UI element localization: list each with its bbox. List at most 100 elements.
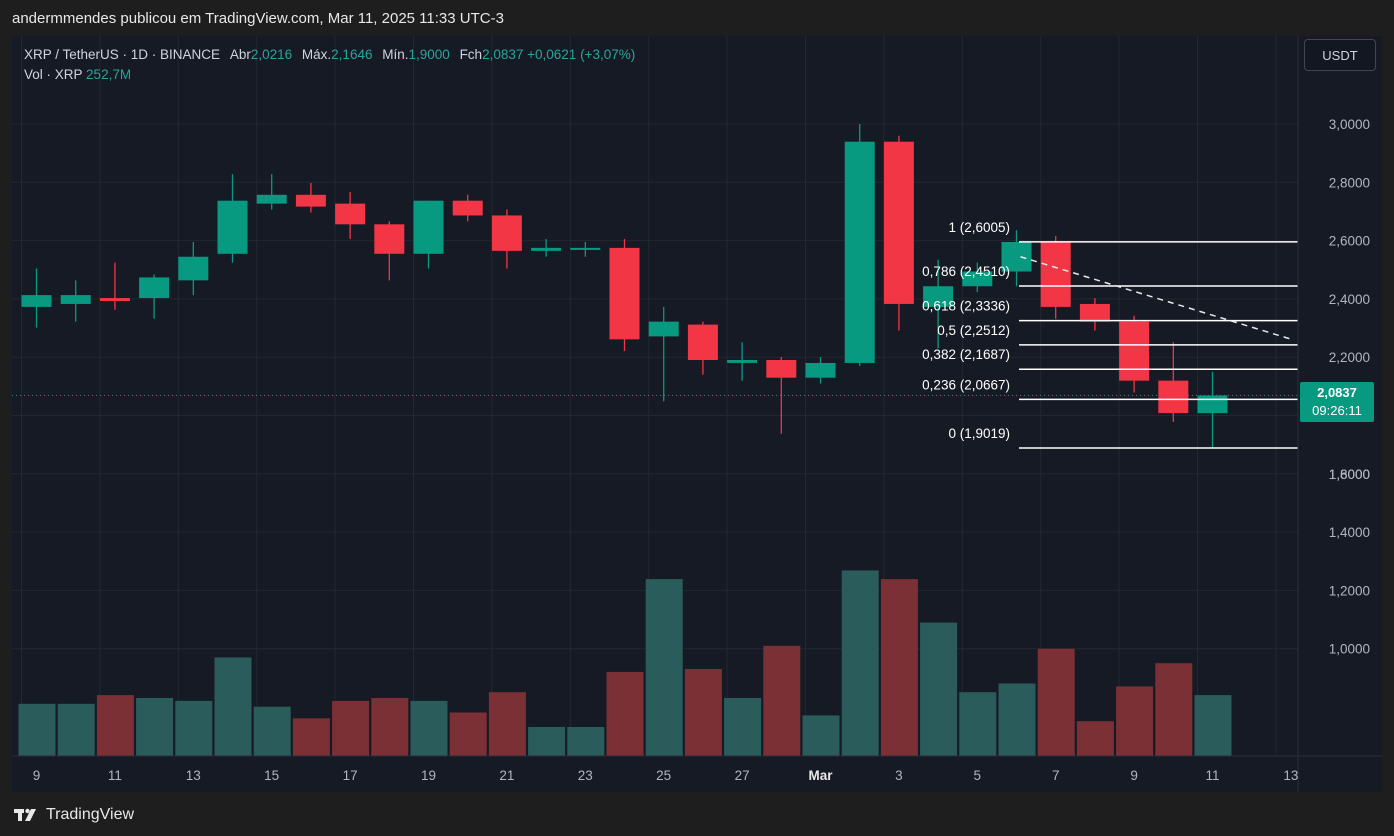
fib-level-label: 1 (2,6005) [948,220,1010,235]
price-axis-tick: 1,6000 [1329,467,1370,482]
fib-level-label: 0,786 (2,4510) [922,264,1010,279]
candle-body [491,215,522,251]
volume-bar [175,700,213,756]
volume-bar [1037,648,1075,756]
volume-bar [802,715,840,756]
volume-bar [920,622,958,756]
volume-bar [1116,686,1154,756]
candle-body [883,141,914,304]
volume-bar [253,706,291,756]
time-axis-tick: 27 [735,768,750,783]
candle-body [844,141,875,363]
volume-bar [763,645,801,756]
symbol-title[interactable]: XRP / TetherUS · 1D · BINANCE [24,47,221,62]
volume-bar [96,695,134,756]
time-axis-tick: 15 [264,768,279,783]
fib-level-label: 0 (1,9019) [948,426,1010,441]
volume-bar [332,700,370,756]
brand-name: TradingView [46,806,135,823]
volume-bar [959,692,997,756]
high-value: 2,1646 [331,47,373,62]
candle-body [178,256,209,281]
time-axis-tick: 11 [1205,768,1219,783]
candle-body [1119,321,1150,381]
volume-bar [606,671,644,756]
price-axis-tick: 3,0000 [1329,117,1370,132]
time-axis-tick: 7 [1052,768,1060,783]
volume-bar [1155,663,1193,756]
low-label: Mín. [382,47,409,62]
chart-panel[interactable]: 1 (2,6005) 0,786 (2,4510) 0,618 (2,3336) 0,… [12,36,1382,792]
candle-body [609,247,640,340]
candle-body [923,286,954,307]
last-price-label: 2,0837 09:26:11 [1300,382,1374,422]
time-axis-tick: 9 [33,768,41,783]
price-axis-tick: 2,6000 [1329,234,1370,249]
chart-legend: XRP / TetherUS · 1D · BINANCE Abr2,0216 … [24,45,635,85]
volume-bar [567,727,605,756]
candle-body [452,200,483,216]
volume-bar [724,698,762,756]
time-axis-tick: 25 [656,768,671,783]
price-axis-tick: 2,4000 [1329,292,1370,307]
fib-level-label: 0,5 (2,2512) [937,323,1010,338]
time-axis-tick: 3 [895,768,903,783]
trend-line [1020,256,1292,341]
price-axis-tick: 2,2000 [1329,350,1370,365]
volume-bar [998,683,1036,756]
candle-body [139,277,170,299]
candle-body [766,360,797,378]
footer: TradingView [0,796,1394,836]
time-axis-tick: 5 [974,768,982,783]
candle-body [413,200,444,254]
volume-bar [136,698,174,756]
time-axis-tick: 23 [578,768,593,783]
time-axis-tick: 21 [499,768,514,783]
high-label: Máx. [301,47,332,62]
volume-value: 252,7M [86,67,132,82]
time-axis-tick: 17 [343,768,358,783]
candle-body [805,362,836,378]
volume-bar [1076,721,1114,756]
price-axis-tick: 2,8000 [1329,175,1370,190]
volume-bar [292,718,330,756]
candle-body [217,200,248,254]
volume-bar [645,579,683,756]
low-value: 1,9000 [408,47,450,62]
candle-body [1197,395,1228,414]
price-axis-tick: 1,0000 [1329,642,1370,657]
close-value: 2,0837 [482,47,524,62]
tradingview-brand[interactable]: TradingView [14,806,134,824]
volume-bar [371,698,409,756]
volume-bar [57,703,95,756]
volume-bar [684,669,722,756]
publisher-caption: andermmendes publicou em TradingView.com… [12,10,504,27]
candle-body [1040,242,1071,307]
fib-level-label: 0,382 (2,1687) [922,347,1010,362]
candle-body [648,321,679,337]
fib-level-label: 0,618 (2,3336) [922,299,1010,314]
candle-body [21,295,52,307]
candle-body [374,224,405,254]
candle-body [60,295,91,304]
volume-label: Vol · XRP [24,67,83,82]
candle-body [727,360,758,363]
price-axis-tick: 1,8000 [1329,467,1370,482]
candle-body [1079,303,1110,322]
time-axis-tick: 11 [108,768,122,783]
candle-body [531,247,562,251]
candle-body [295,194,326,207]
bar-countdown: 09:26:11 [1312,403,1362,418]
volume-bar [1194,695,1232,756]
candle-body [99,298,130,301]
candle-body [687,324,718,360]
price-chart[interactable]: 1 (2,6005) 0,786 (2,4510) 0,618 (2,3336) 0,… [12,36,1382,792]
currency-button[interactable]: USDT [1304,39,1376,71]
volume-bar [880,579,918,756]
time-axis-tick: Mar [808,768,833,783]
tradingview-logo-icon [14,808,36,821]
volume-bar [488,692,526,756]
volume-bar [528,727,566,756]
time-axis-tick: 13 [186,768,201,783]
open-value: 2,0216 [250,47,293,62]
